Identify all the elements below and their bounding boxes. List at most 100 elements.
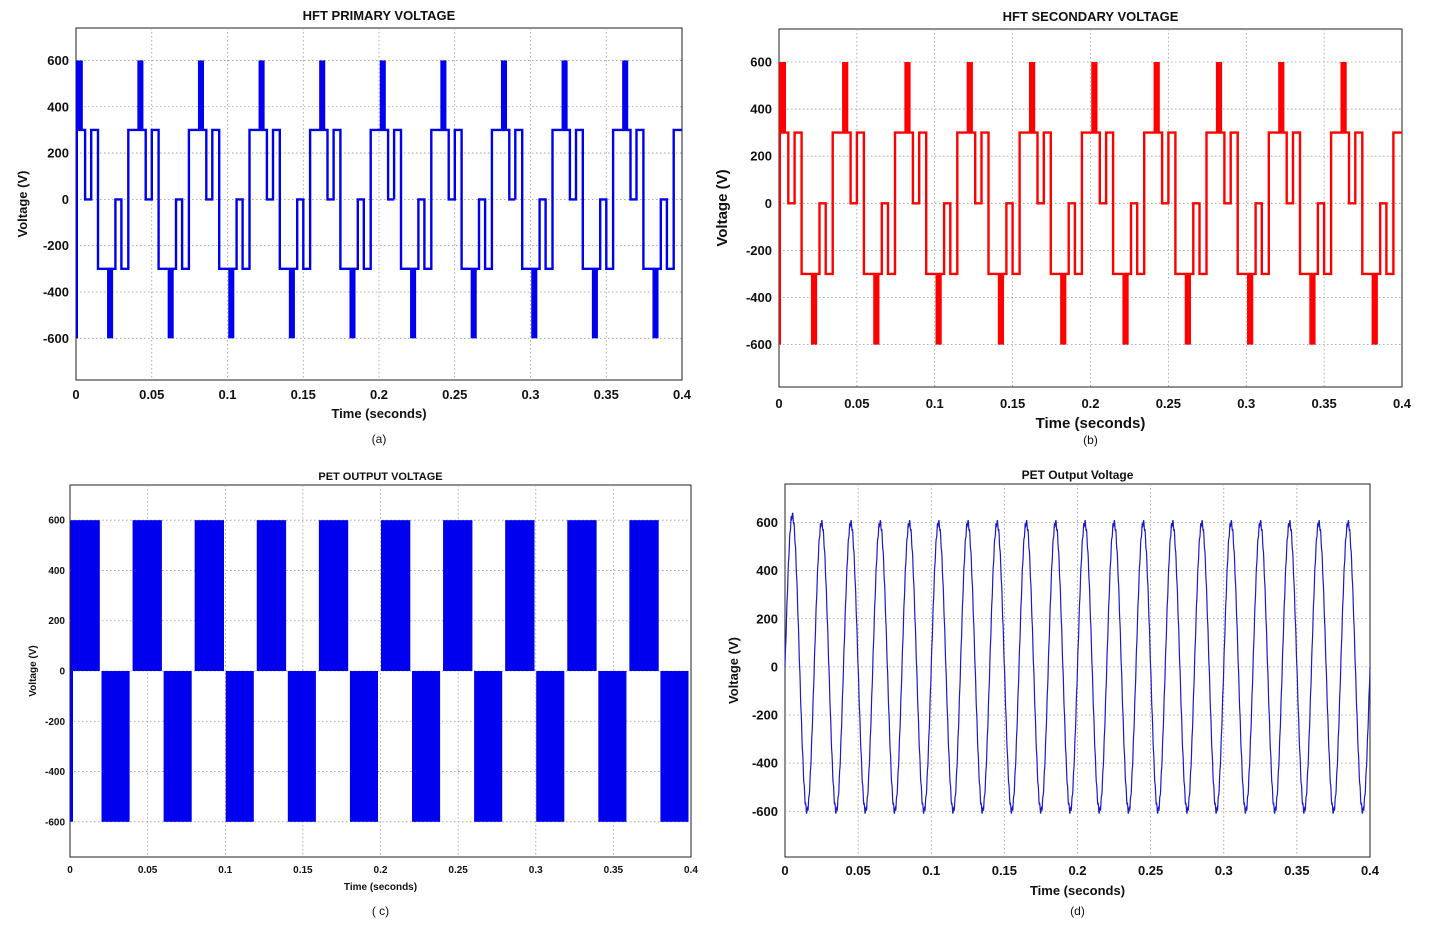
y-tick-label: 0 [59, 667, 65, 678]
x-tick-label: 0.4 [1361, 863, 1380, 878]
y-tick-label: -400 [746, 290, 772, 305]
y-tick-label: -600 [43, 331, 69, 346]
pwm-block-positive [256, 520, 287, 671]
pwm-block-negative [225, 671, 254, 822]
y-tick-label: 400 [756, 563, 778, 578]
pwm-burst-negative [1122, 273, 1129, 345]
panel-a: 0 0.05 0.1 0.15 0.2 0.25 0.3 0.35 0.4 -600 -400 -20… [15, 8, 692, 446]
pwm-block-positive [70, 520, 100, 671]
panel-caption: (a) [372, 432, 387, 446]
pwm-burst-positive [1278, 61, 1285, 133]
y-tick-label: 400 [47, 99, 69, 114]
y-tick-label: 400 [750, 102, 772, 117]
x-tick-label: 0.35 [1311, 396, 1336, 411]
x-tick-label: 0.1 [926, 396, 944, 411]
pwm-burst-negative [531, 268, 538, 339]
pwm-block-positive [443, 520, 473, 671]
pwm-burst-negative [1060, 273, 1067, 345]
pwm-burst-positive [440, 60, 447, 130]
x-tick-label: 0.15 [1000, 396, 1025, 411]
x-tick-label: 0.25 [448, 865, 468, 876]
y-tick-label: 200 [47, 146, 69, 161]
pwm-block-positive [132, 520, 162, 671]
x-tick-label: 0.1 [922, 863, 940, 878]
pwm-burst-negative [997, 273, 1005, 345]
y-tick-label: 400 [48, 566, 65, 577]
chart-title: HFT PRIMARY VOLTAGE [303, 8, 456, 23]
x-tick-label: 0.4 [684, 865, 698, 876]
pwm-burst-negative [935, 273, 942, 345]
pwm-burst-positive [1215, 61, 1223, 133]
panel-caption: (d) [1070, 904, 1085, 918]
pwm-burst-negative [1184, 273, 1191, 345]
pwm-burst-positive [561, 60, 568, 130]
x-axis-label: Time (seconds) [344, 882, 417, 893]
x-tick-label: 0 [781, 863, 788, 878]
panel-d: 0 0.05 0.1 0.15 0.2 0.25 0.3 0.35 0.4 -600 -400 -20… [726, 468, 1380, 918]
panel-caption: ( c) [372, 904, 389, 918]
y-tick-label: -600 [45, 817, 65, 828]
pwm-burst-positive [904, 61, 911, 133]
x-tick-label: 0.35 [594, 387, 619, 402]
pwm-block-positive [567, 520, 597, 671]
chart-title: PET Output Voltage [1022, 468, 1134, 482]
x-tick-label: 0.3 [521, 387, 539, 402]
pwm-block-positive [629, 520, 659, 671]
y-tick-label: 200 [750, 149, 772, 164]
series-waveform-c [70, 520, 689, 822]
series-line-a [76, 128, 682, 270]
y-tick-label: -400 [45, 767, 65, 778]
x-tick-label: 0.25 [442, 387, 467, 402]
pwm-burst-negative [1247, 273, 1254, 345]
pwm-burst-negative [1371, 273, 1378, 345]
y-tick-label: 0 [765, 196, 772, 211]
series-line-b [779, 131, 1402, 276]
y-tick-label: -400 [752, 756, 778, 771]
y-tick-label: 0 [62, 192, 69, 207]
pwm-burst-negative [810, 273, 818, 345]
y-axis-label: Voltage (V) [15, 171, 30, 238]
x-axis-label: Time (seconds) [1036, 415, 1146, 432]
pwm-burst-negative [288, 268, 295, 339]
pwm-burst-negative [167, 268, 174, 339]
y-tick-label: 600 [750, 55, 772, 70]
x-tick-label: 0.3 [1237, 396, 1255, 411]
pwm-block-negative [474, 671, 503, 822]
pwm-block-negative [163, 671, 192, 822]
y-tick-label: -600 [746, 337, 772, 352]
pwm-burst-negative [228, 268, 235, 339]
x-axis-label: Time (seconds) [1030, 883, 1125, 898]
pwm-block-negative [287, 671, 316, 822]
x-tick-label: 0.25 [1138, 863, 1163, 878]
x-tick-label: 0.15 [992, 863, 1017, 878]
chart-title: HFT SECONDARY VOLTAGE [1003, 9, 1179, 24]
y-tick-label: -400 [43, 285, 69, 300]
pwm-burst-positive [1153, 61, 1160, 133]
pwm-block-negative [598, 671, 627, 822]
series-waveform-d [784, 512, 1371, 814]
x-tick-label: 0.2 [374, 865, 388, 876]
x-tick-label: 0.3 [529, 865, 543, 876]
pwm-burst-positive [966, 61, 973, 133]
x-tick-label: 0.4 [1393, 396, 1412, 411]
pwm-burst-positive [842, 61, 849, 133]
x-tick-label: 0 [775, 396, 782, 411]
pwm-burst-negative [1309, 273, 1316, 345]
pwm-burst-negative [652, 268, 659, 339]
pwm-burst-positive [1340, 61, 1347, 133]
panel-b: 0 0.05 0.1 0.15 0.2 0.25 0.3 0.35 0.4 -600 -400 -20… [714, 9, 1412, 447]
y-axis-label: Voltage (V) [714, 169, 731, 246]
x-tick-label: 0.35 [604, 865, 624, 876]
pwm-burst-positive [258, 60, 265, 130]
x-tick-label: 0.1 [218, 387, 236, 402]
pwm-burst-positive [137, 60, 144, 130]
x-tick-label: 0.1 [218, 865, 232, 876]
series-line-d [784, 512, 1371, 814]
y-tick-label: 200 [756, 611, 778, 626]
x-tick-label: 0.35 [1284, 863, 1309, 878]
pwm-burst-positive [76, 60, 83, 130]
chart-title: PET OUTPUT VOLTAGE [318, 471, 442, 483]
y-tick-label: 0 [771, 659, 778, 674]
pwm-burst-positive [622, 60, 629, 130]
panel-caption: (b) [1083, 433, 1098, 447]
